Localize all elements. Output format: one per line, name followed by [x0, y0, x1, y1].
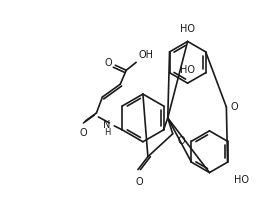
Text: O: O — [80, 128, 87, 138]
Text: O: O — [178, 136, 185, 146]
Text: O: O — [230, 102, 238, 112]
Text: N: N — [103, 120, 110, 130]
Text: O: O — [135, 177, 143, 187]
Text: HO: HO — [234, 175, 249, 184]
Text: O: O — [105, 58, 112, 68]
Text: H: H — [104, 128, 110, 137]
Text: HO: HO — [180, 25, 195, 34]
Text: OH: OH — [138, 50, 153, 60]
Text: HO: HO — [180, 65, 195, 75]
